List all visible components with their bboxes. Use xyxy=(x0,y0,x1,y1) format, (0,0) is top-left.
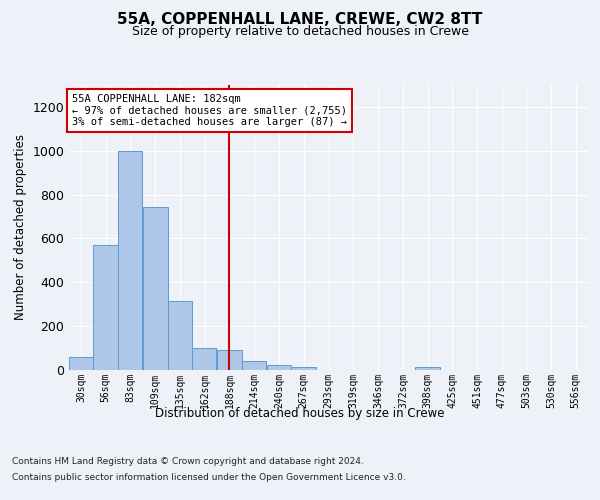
Bar xyxy=(167,301,192,370)
Text: 55A, COPPENHALL LANE, CREWE, CW2 8TT: 55A, COPPENHALL LANE, CREWE, CW2 8TT xyxy=(118,12,482,28)
Text: 55A COPPENHALL LANE: 182sqm
← 97% of detached houses are smaller (2,755)
3% of s: 55A COPPENHALL LANE: 182sqm ← 97% of det… xyxy=(72,94,347,127)
Y-axis label: Number of detached properties: Number of detached properties xyxy=(14,134,27,320)
Bar xyxy=(69,357,94,370)
Bar xyxy=(118,151,142,370)
Bar xyxy=(94,245,118,370)
Bar xyxy=(415,366,440,370)
Bar xyxy=(267,364,292,370)
Text: Size of property relative to detached houses in Crewe: Size of property relative to detached ho… xyxy=(131,25,469,38)
Bar xyxy=(242,361,266,370)
Bar xyxy=(143,206,167,370)
Text: Distribution of detached houses by size in Crewe: Distribution of detached houses by size … xyxy=(155,408,445,420)
Bar xyxy=(292,366,316,370)
Text: Contains HM Land Registry data © Crown copyright and database right 2024.: Contains HM Land Registry data © Crown c… xyxy=(12,458,364,466)
Text: Contains public sector information licensed under the Open Government Licence v3: Contains public sector information licen… xyxy=(12,472,406,482)
Bar xyxy=(192,348,217,370)
Bar xyxy=(217,350,242,370)
